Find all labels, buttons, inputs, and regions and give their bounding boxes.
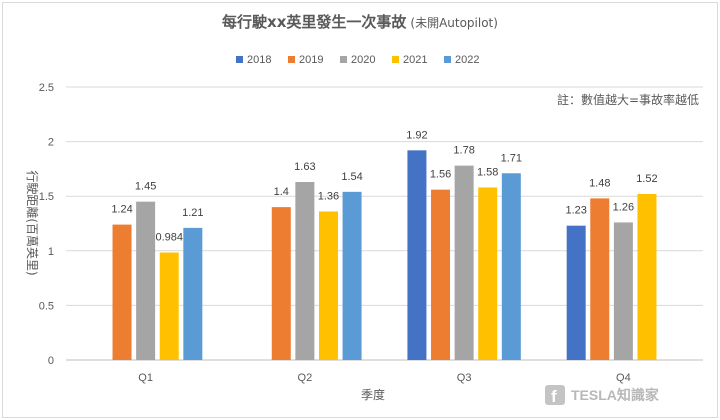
x-axis-ticks: Q1 Q2 Q3 Q4	[138, 372, 630, 384]
data-label: 1.26	[613, 201, 634, 213]
y-tick-label: 0	[48, 355, 54, 367]
y-tick-label: 1	[48, 246, 54, 258]
bar-2018-q4	[566, 225, 586, 360]
data-label: 0.984	[155, 232, 183, 244]
data-label: 1.56	[430, 169, 451, 181]
data-label: 1.63	[294, 161, 315, 173]
bar-2019-q3	[431, 189, 451, 360]
data-label: 1.71	[501, 152, 522, 164]
chart-canvas: 每行駛xx英里發生一次事故 (未開Autopilot) 2018 2019 2020 2…	[25, 13, 703, 406]
chart-title: 每行駛xx英里發生一次事故 (未開Autopilot)	[222, 13, 498, 31]
legend-swatch-2021	[392, 56, 399, 63]
data-label: 1.92	[406, 129, 427, 141]
x-tick-label: Q1	[138, 372, 153, 384]
bar-2021-q4	[637, 194, 657, 360]
data-label: 1.48	[589, 177, 610, 189]
bar-2022-q1	[183, 227, 203, 360]
y-tick-label: 2	[48, 137, 54, 149]
data-label: 1.21	[182, 207, 203, 219]
y-tick-label: 2.5	[39, 82, 54, 94]
bar-2021-q2	[318, 211, 338, 360]
legend: 2018 2019 2020 2021 2022	[236, 54, 479, 66]
data-label: 1.23	[565, 205, 586, 217]
data-label: 1.4	[274, 186, 289, 198]
legend-swatch-2019	[288, 56, 295, 63]
bars	[112, 150, 657, 360]
y-axis-title: 行駛距離(百萬英里)	[25, 170, 39, 275]
bar-2020-q4	[613, 222, 633, 360]
legend-label: 2020	[351, 54, 375, 66]
legend-swatch-2020	[340, 56, 347, 63]
x-tick-label: Q2	[298, 372, 313, 384]
bar-2019-q2	[271, 207, 291, 360]
y-tick-label: 0.5	[39, 300, 54, 312]
facebook-glyph: f	[551, 387, 557, 406]
bar-2020-q2	[295, 182, 315, 360]
data-label: 1.78	[453, 145, 474, 157]
legend-swatch-2022	[444, 56, 451, 63]
x-axis-title: 季度	[361, 387, 385, 402]
data-label: 1.54	[341, 171, 362, 183]
y-tick-label: 1.5	[39, 191, 54, 203]
legend-label: 2022	[455, 54, 479, 66]
bar-2021-q1	[159, 252, 179, 360]
data-label: 1.58	[477, 166, 498, 178]
legend-label: 2019	[299, 54, 323, 66]
data-label: 1.24	[111, 204, 132, 216]
chart-annotation: 註：數值越大=事故率越低	[557, 92, 699, 107]
watermark: f TESLA知識家	[545, 385, 660, 406]
watermark-text: TESLA知識家	[571, 387, 660, 403]
y-axis-ticks: 0 0.5 1 1.5 2 2.5	[39, 82, 54, 367]
x-tick-label: Q4	[616, 372, 631, 384]
bar-2022-q2	[342, 191, 362, 360]
bar-2020-q1	[136, 201, 156, 360]
facebook-icon	[545, 385, 565, 405]
bar-2021-q3	[478, 187, 498, 360]
x-tick-label: Q3	[457, 372, 472, 384]
data-label: 1.45	[135, 181, 156, 193]
legend-label: 2018	[247, 54, 271, 66]
data-label: 1.52	[636, 173, 657, 185]
bar-2019-q4	[590, 198, 610, 360]
bar-2022-q3	[501, 173, 521, 360]
bar-2018-q3	[407, 150, 427, 360]
legend-label: 2021	[403, 54, 427, 66]
data-label: 1.36	[318, 190, 339, 202]
chart-title-sub: (未開Autopilot)	[410, 16, 498, 30]
data-labels: 1.241.45 0.984 1.21 1.4 1.63 1.361.54 1.92 1.56…	[111, 129, 657, 243]
bar-2019-q1	[112, 224, 132, 360]
bar-2020-q3	[454, 165, 474, 360]
chart-title-main: 每行駛xx英里發生一次事故	[222, 13, 407, 31]
legend-swatch-2018	[236, 56, 243, 63]
